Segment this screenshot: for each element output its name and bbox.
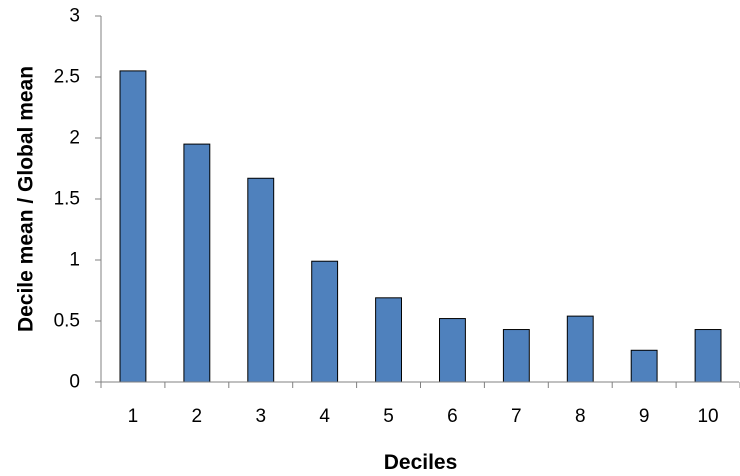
x-tick-label: 3 [255, 406, 266, 427]
y-tick-label: 0.5 [54, 311, 80, 332]
x-tick-label: 5 [383, 406, 394, 427]
y-tick-label: 3 [69, 6, 80, 27]
bar-decile-4 [311, 260, 339, 383]
x-tick-label: 1 [128, 406, 139, 427]
bar-decile-3 [247, 177, 275, 383]
x-tick-label: 8 [575, 406, 586, 427]
bar-decile-1 [119, 70, 147, 383]
x-axis-title: Deciles [384, 451, 458, 474]
x-tick-label: 9 [639, 406, 650, 427]
bar-decile-2 [183, 143, 211, 383]
x-ticks: 1 2 3 4 5 6 7 8 9 10 [100, 382, 740, 427]
x-tick-label: 7 [511, 406, 522, 427]
x-tick-label: 4 [319, 406, 330, 427]
bar-decile-9 [630, 349, 658, 383]
x-tick-label: 10 [697, 406, 718, 427]
bar-decile-7 [502, 329, 530, 383]
y-ticks: 0 0.5 1 1.5 2 2.5 3 [54, 6, 101, 393]
bar-decile-5 [375, 297, 402, 383]
bar-decile-10 [694, 329, 722, 383]
bars-layer [119, 70, 722, 383]
x-tick-label: 2 [192, 406, 203, 427]
y-tick-label: 0 [69, 372, 80, 393]
bar-decile-6 [439, 318, 466, 383]
y-tick-label: 1.5 [54, 189, 80, 210]
x-tick-label: 6 [447, 406, 458, 427]
y-tick-label: 2.5 [54, 67, 80, 88]
y-tick-label: 1 [69, 250, 80, 271]
y-tick-label: 2 [69, 128, 80, 149]
y-axis-title: Decile mean / Global mean [15, 66, 38, 332]
bar-decile-8 [566, 315, 594, 383]
